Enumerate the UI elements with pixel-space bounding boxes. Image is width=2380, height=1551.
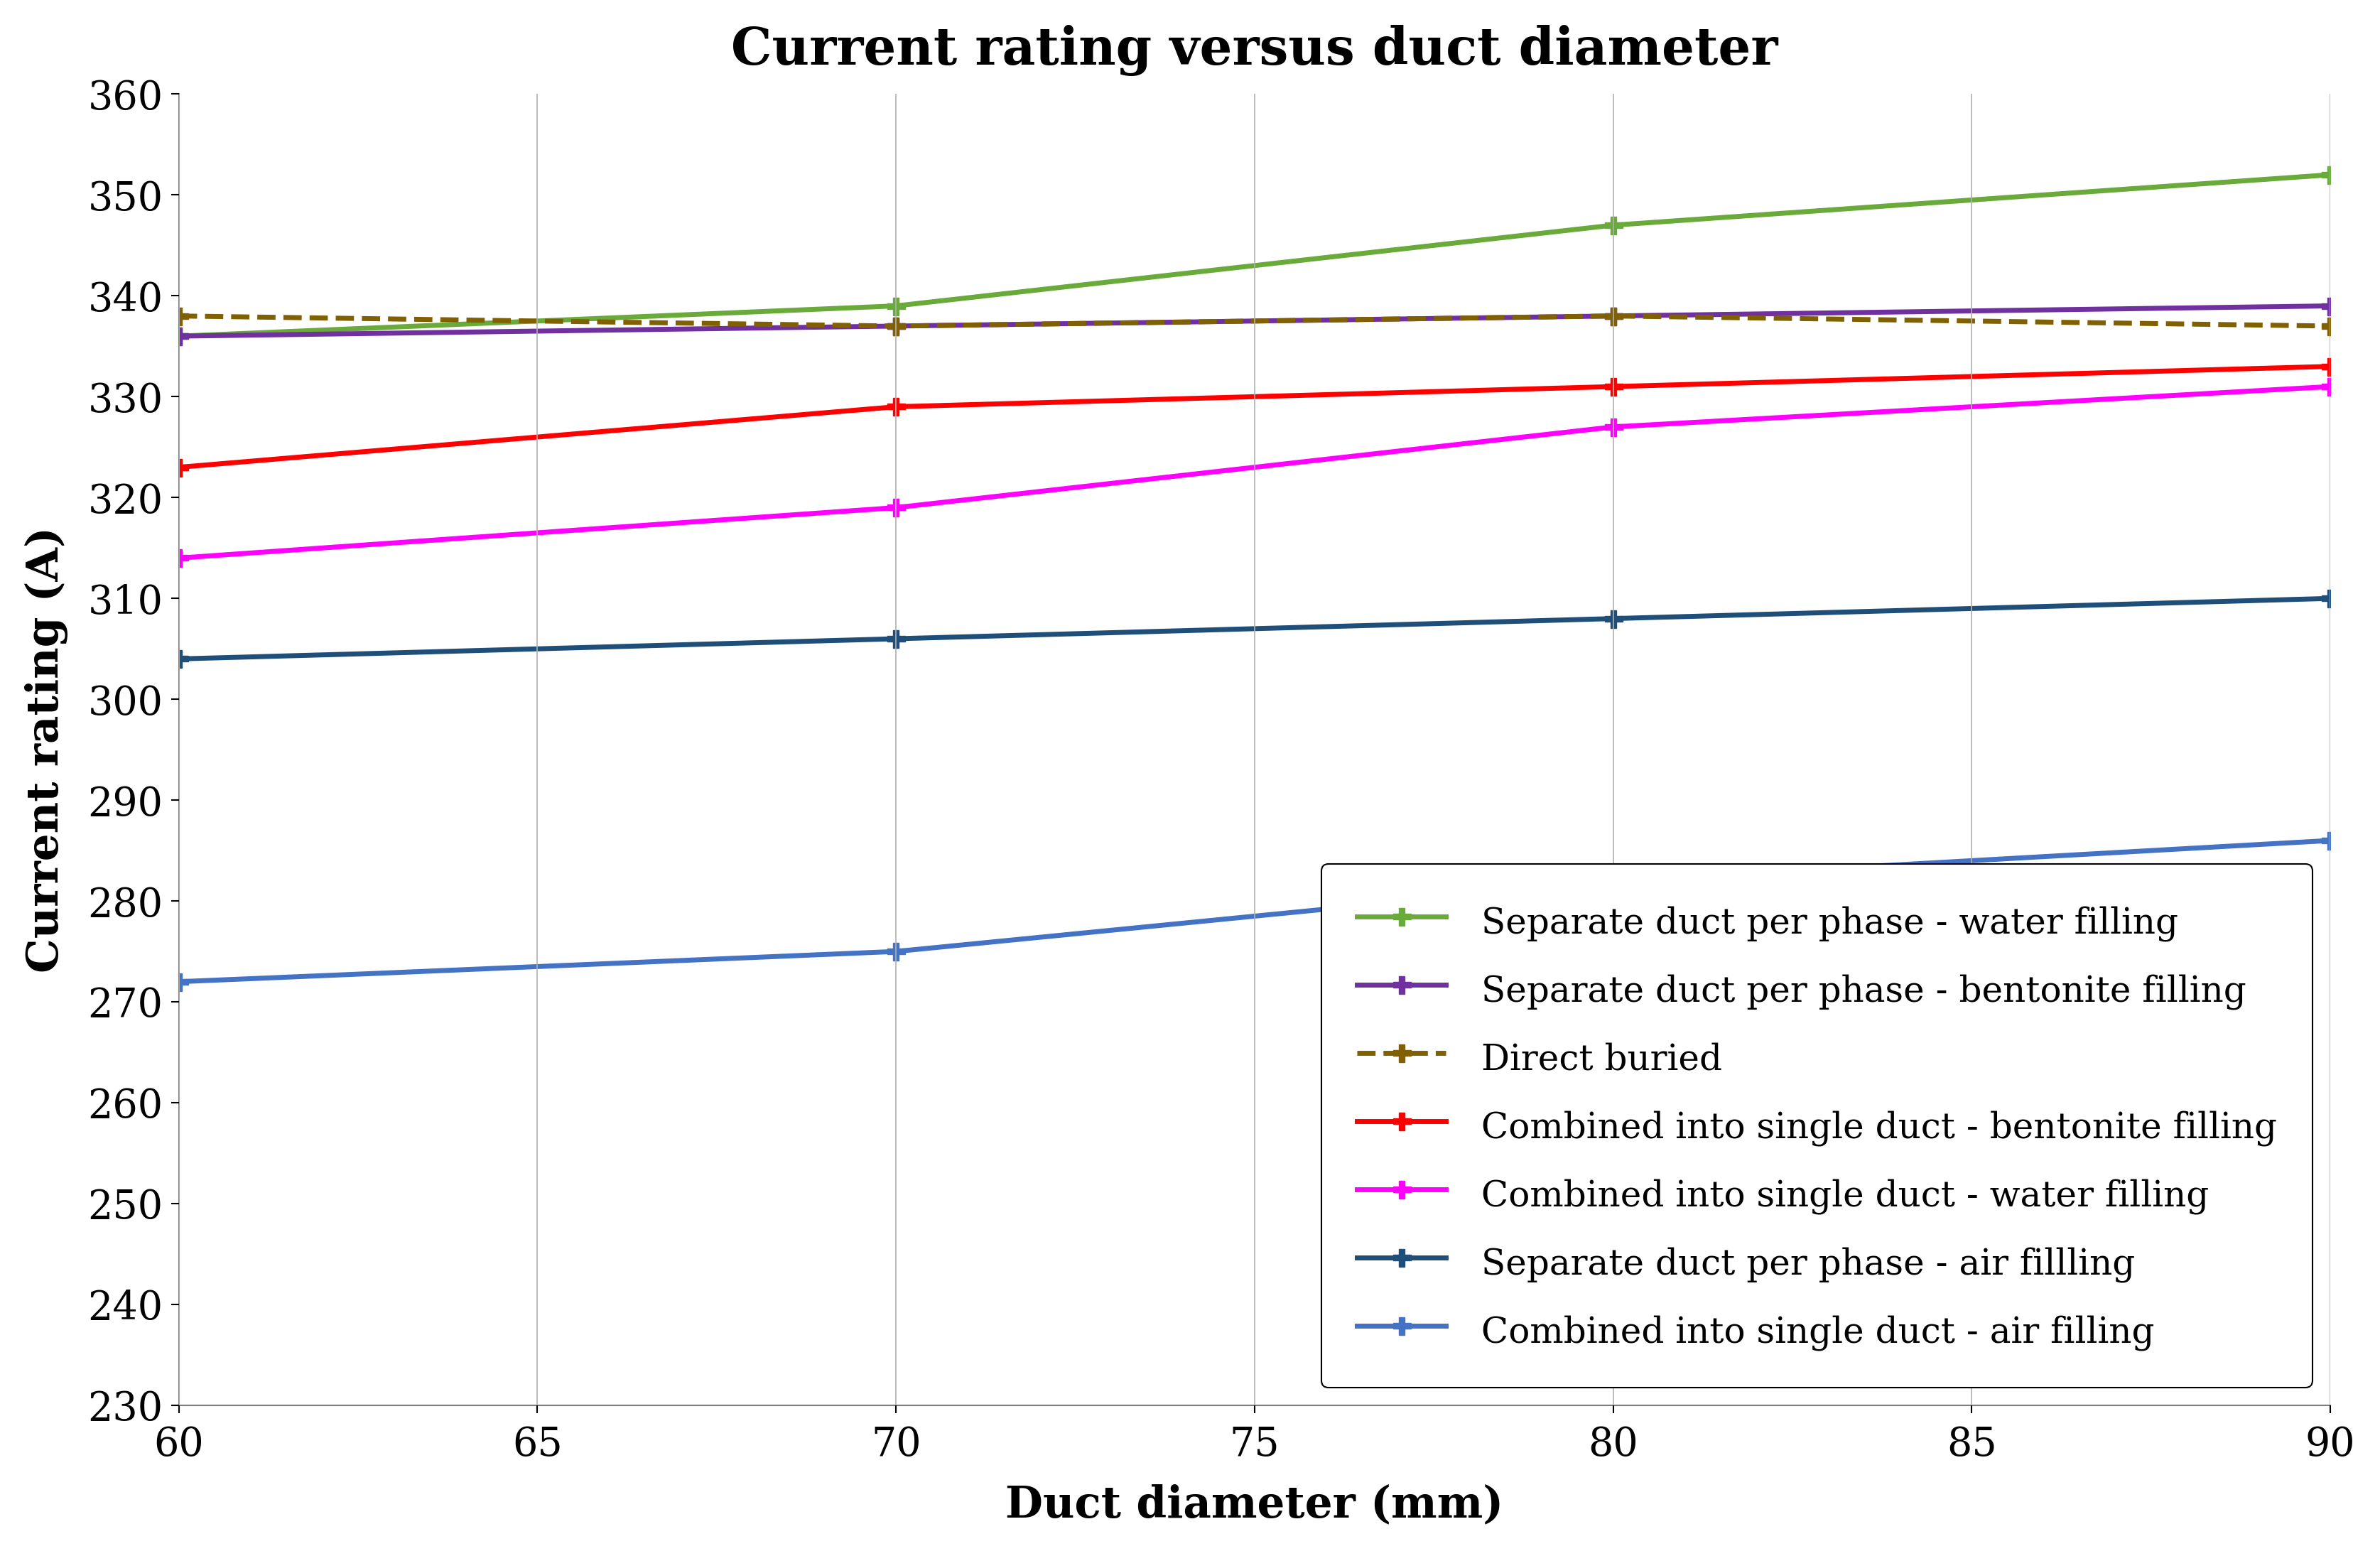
Direct buried — [164, 307, 193, 326]
Combined into single duct - water filling — [881, 498, 909, 516]
Line: Separate duct per phase - air fillling: Separate duct per phase - air fillling — [169, 589, 2340, 668]
Combined into single duct - air filling — [164, 972, 193, 991]
Combined into single duct - bentonite filling — [881, 397, 909, 416]
Combined into single duct - air filling — [2316, 831, 2344, 850]
Separate duct per phase - bentonite filling — [2316, 296, 2344, 315]
Separate duct per phase - air fillling — [1599, 610, 1628, 628]
Separate duct per phase - water filling — [2316, 166, 2344, 185]
Direct buried — [2316, 316, 2344, 335]
Line: Separate duct per phase - bentonite filling: Separate duct per phase - bentonite fill… — [169, 296, 2340, 344]
Direct buried — [881, 316, 909, 335]
Separate duct per phase - bentonite filling — [164, 327, 193, 346]
Y-axis label: Current rating (A): Current rating (A) — [24, 527, 69, 972]
Separate duct per phase - air fillling — [881, 630, 909, 648]
Separate duct per phase - water filling — [164, 327, 193, 346]
Line: Separate duct per phase - water filling: Separate duct per phase - water filling — [169, 166, 2340, 344]
Combined into single duct - bentonite filling — [1599, 377, 1628, 396]
Line: Direct buried: Direct buried — [169, 307, 2340, 335]
Legend: Separate duct per phase - water filling, Separate duct per phase - bentonite fil: Separate duct per phase - water filling,… — [1321, 864, 2313, 1388]
Combined into single duct - water filling — [164, 549, 193, 568]
Combined into single duct - bentonite filling — [164, 458, 193, 476]
Title: Current rating versus duct diameter: Current rating versus duct diameter — [731, 25, 1778, 76]
Separate duct per phase - bentonite filling — [1599, 307, 1628, 326]
Separate duct per phase - air fillling — [2316, 589, 2344, 608]
Separate duct per phase - water filling — [1599, 216, 1628, 234]
Combined into single duct - water filling — [1599, 417, 1628, 436]
Separate duct per phase - air fillling — [164, 650, 193, 668]
Combined into single duct - bentonite filling — [2316, 357, 2344, 375]
Separate duct per phase - bentonite filling — [881, 316, 909, 335]
Combined into single duct - air filling — [881, 941, 909, 960]
Line: Combined into single duct - bentonite filling: Combined into single duct - bentonite fi… — [169, 358, 2340, 476]
Combined into single duct - water filling — [2316, 377, 2344, 396]
Direct buried — [1599, 307, 1628, 326]
X-axis label: Duct diameter (mm): Duct diameter (mm) — [1004, 1484, 1504, 1526]
Separate duct per phase - water filling — [881, 296, 909, 315]
Line: Combined into single duct - air filling: Combined into single duct - air filling — [169, 831, 2340, 991]
Line: Combined into single duct - water filling: Combined into single duct - water fillin… — [169, 378, 2340, 568]
Combined into single duct - air filling — [1599, 872, 1628, 890]
